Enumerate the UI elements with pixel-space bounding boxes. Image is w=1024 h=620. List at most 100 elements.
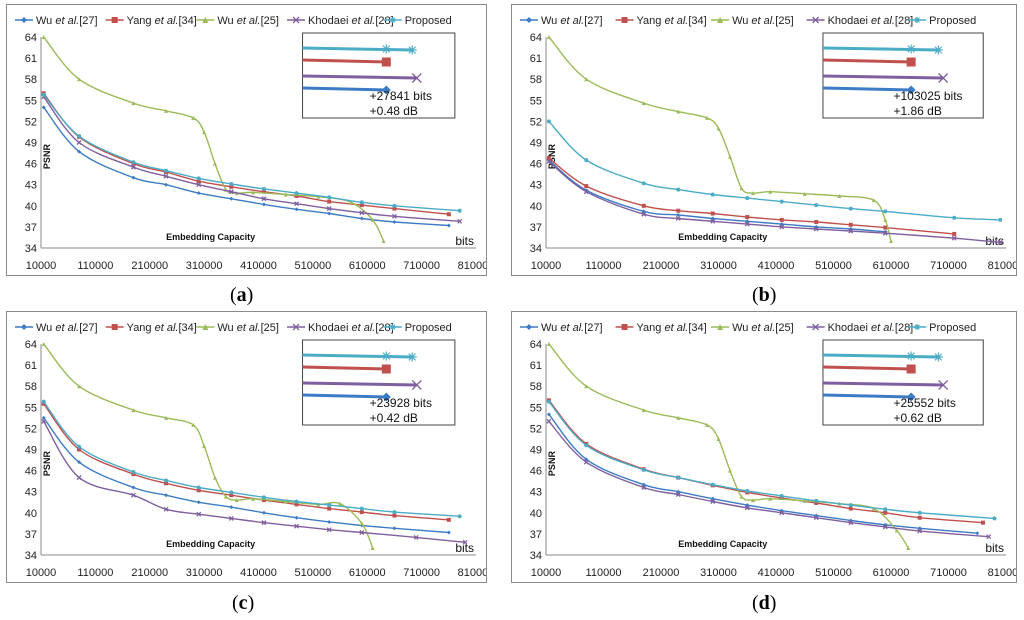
data-point (348, 200, 353, 205)
data-point (584, 443, 589, 448)
inset-series (822, 364, 916, 374)
y-tick-label: 34 (25, 550, 37, 562)
data-point (359, 530, 365, 535)
data-point (583, 189, 589, 195)
inset-marker (381, 351, 391, 361)
data-point (261, 186, 266, 191)
legend: Wu et al.[27] Yang et al.[34] Wu et al.[25… (520, 322, 976, 334)
inset-series (822, 351, 943, 362)
data-point (131, 472, 136, 477)
legend-marker (812, 323, 820, 331)
inset-line (302, 86, 387, 92)
x-tick-label: 610000 (873, 260, 910, 272)
data-point (848, 503, 853, 508)
data-point (779, 199, 784, 204)
gain-bits-annotation: +23928 bits (370, 396, 432, 410)
data-point (641, 467, 646, 472)
data-point (131, 485, 136, 490)
data-point (77, 444, 82, 449)
data-point (202, 443, 207, 448)
inset-line (302, 58, 387, 64)
y-tick-label: 55 (25, 95, 37, 107)
data-point (370, 217, 375, 222)
inset-marker (411, 380, 422, 390)
legend: Wu et al.[27] Yang et al.[34] Wu et al.[25… (520, 15, 976, 27)
y-tick-label: 40 (25, 508, 37, 520)
data-point (546, 418, 552, 424)
y-tick-label: 58 (25, 381, 37, 393)
data-point (751, 191, 755, 196)
legend-marker (621, 324, 628, 330)
data-point (191, 422, 196, 427)
data-point (163, 173, 169, 179)
series-4 (41, 94, 463, 224)
data-point (359, 506, 364, 511)
legend-item: Wu et al.[27] (15, 15, 98, 27)
y-tick-label: 64 (530, 32, 542, 44)
data-point (41, 415, 46, 420)
y-tick-label: 37 (25, 222, 37, 234)
data-point (359, 510, 364, 515)
legend-label: Yang et al.[34] (127, 15, 197, 27)
legend-item: Yang et al.[34] (105, 15, 197, 27)
data-point (716, 126, 721, 131)
data-point (546, 155, 551, 160)
data-point (676, 187, 681, 192)
data-point (779, 217, 784, 222)
zoom-inset: +27841 bits+0.48 dB (302, 32, 456, 119)
inset-marker (906, 351, 916, 361)
data-point (546, 412, 551, 417)
data-point (986, 534, 992, 540)
data-point (917, 515, 922, 520)
inset-series (822, 392, 916, 402)
series-4 (546, 418, 992, 540)
data-point (584, 158, 589, 163)
legend-label: Khodaei et al.[28] (308, 322, 394, 334)
data-point (338, 501, 343, 506)
data-point (327, 519, 332, 524)
data-point (883, 217, 888, 222)
data-point (196, 191, 201, 196)
y-tick-label: 37 (530, 529, 542, 541)
data-point (739, 494, 744, 499)
inset-line (302, 393, 387, 399)
gain-bits-annotation: +25552 bits (893, 396, 955, 410)
inset-series (822, 73, 949, 83)
data-point (676, 212, 681, 217)
gain-db-annotation: +0.62 dB (893, 411, 941, 425)
data-point (446, 530, 451, 535)
gain-db-annotation: +0.42 dB (370, 411, 418, 425)
data-point (917, 510, 922, 515)
series-4 (41, 418, 468, 545)
inset-series (822, 380, 949, 390)
data-point (229, 505, 234, 510)
legend-item: Khodaei et al.[28] (806, 15, 913, 27)
y-axis-label: PSNR (547, 144, 557, 170)
data-point (164, 168, 169, 173)
x-tick-label: 810000 (988, 567, 1016, 579)
data-point (191, 115, 196, 120)
data-point (196, 511, 202, 517)
x-tick-label: 510000 (815, 260, 852, 272)
data-point (744, 505, 750, 511)
data-point (370, 545, 375, 550)
y-tick-label: 40 (530, 508, 542, 520)
inset-line (822, 74, 944, 80)
series-3 (41, 342, 375, 550)
data-point (76, 475, 82, 481)
inset-marker (906, 364, 916, 374)
data-point (676, 208, 681, 213)
inset-marker (381, 57, 391, 67)
y-tick-label: 46 (530, 159, 542, 171)
data-point (952, 231, 957, 236)
data-point (392, 219, 397, 224)
inset-marker (381, 44, 391, 54)
data-point (676, 415, 681, 420)
data-point (739, 186, 744, 191)
data-point (130, 492, 136, 498)
y-tick-label: 34 (530, 243, 542, 255)
inset-line (302, 46, 413, 52)
data-point (196, 500, 201, 505)
data-point (77, 77, 82, 82)
data-point (848, 222, 853, 227)
